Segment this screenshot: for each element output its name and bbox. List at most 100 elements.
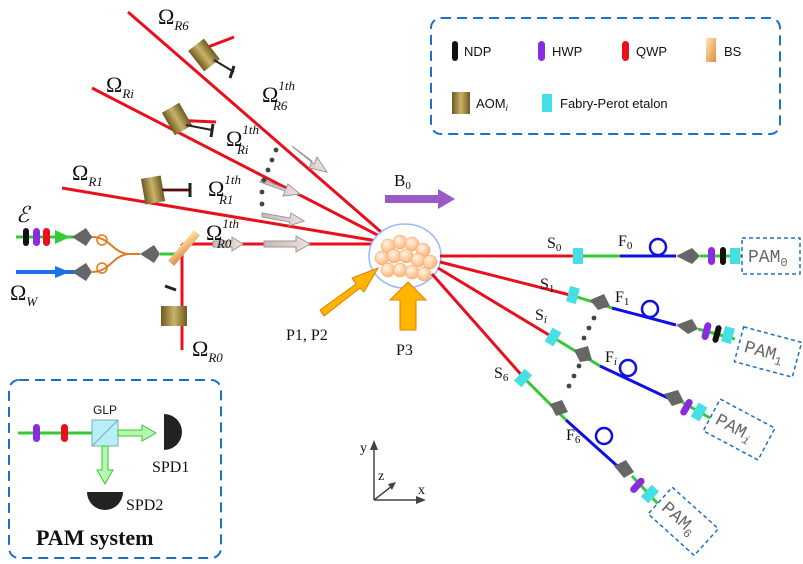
etalon-out-i	[690, 402, 708, 422]
output-beams	[430, 237, 742, 508]
omega-r6-1th-label: Ω1th R6	[262, 78, 295, 113]
pam-0-label: PAM0	[748, 248, 788, 270]
epsilon-ndp	[23, 228, 29, 246]
spd2-detector	[87, 492, 123, 510]
pam-0: PAM0	[741, 237, 801, 275]
legend-ndp: NDP	[452, 41, 491, 61]
collimator-out-0	[676, 248, 700, 264]
arrow-ri-1th	[259, 178, 302, 197]
etalon-s1	[566, 285, 580, 305]
x-axis-arrowhead	[416, 496, 426, 504]
legend-qwp-label: QWP	[636, 44, 667, 59]
omega-r6-1th-sym: Ω	[262, 82, 278, 107]
f6-sub: 6	[575, 434, 581, 446]
aom-icon	[452, 92, 470, 114]
aom-r6-stop	[228, 65, 236, 79]
beam-labels: ΩR6 ΩRi ΩR1 ΩR0 Ω1th R6 Ω1th Ri Ω1th R1 Ω1t…	[10, 4, 295, 365]
omega-r6-1th-sup: 1th	[278, 78, 295, 93]
etalon-si	[544, 327, 562, 347]
dot	[566, 383, 572, 389]
fi-text: F	[605, 349, 614, 366]
beam-ellipsis	[259, 147, 279, 207]
aom-r0-stop	[164, 284, 177, 292]
omega-r0-1th-sup: 1th	[222, 216, 239, 231]
dot	[265, 167, 271, 173]
atom	[416, 266, 432, 282]
p12-label: P1, P2	[286, 327, 328, 344]
omega-ri-1th-sym: Ω	[226, 126, 242, 151]
collimator-omega-w	[72, 263, 92, 281]
fiber-loop-6	[594, 426, 614, 446]
epsilon-hwp	[33, 228, 40, 246]
legend-border	[430, 17, 781, 135]
s0-label: S0	[547, 235, 562, 254]
omega-r1-1th-label: Ω1th R1	[208, 172, 241, 207]
atom	[392, 262, 408, 278]
pam-0-sub: 0	[780, 256, 787, 270]
etalon-out-6	[640, 484, 660, 504]
f1-text: F	[615, 289, 624, 306]
dot	[591, 315, 597, 321]
beam-ri	[91, 86, 396, 246]
f0-sub: 0	[627, 240, 633, 252]
omega-r6-1th-sub: R6	[272, 98, 288, 113]
omega-r1-1th-sym: Ω	[208, 176, 224, 201]
b0-label: B0	[394, 171, 411, 192]
legend-aom-label-sub: i	[506, 103, 509, 113]
pam-i-box	[702, 398, 776, 461]
f0-label: F0	[618, 233, 633, 252]
dot	[273, 147, 279, 153]
s6-text: S	[494, 365, 503, 382]
x-axis-label: x	[418, 483, 425, 498]
omega-r0-sub: R0	[207, 350, 223, 365]
omega-w-sub: W	[26, 294, 38, 309]
aom-r6	[188, 38, 220, 72]
collimator-out-i	[664, 390, 684, 406]
dot	[586, 325, 592, 331]
collimator-mid-6	[550, 400, 568, 416]
hwp-icon	[538, 41, 545, 61]
aom-ri-block-line	[185, 124, 213, 131]
fiber-loop-upper	[96, 234, 108, 246]
legend-bs: BS	[706, 38, 742, 62]
arrow-r1-1th	[261, 212, 306, 227]
atom	[392, 234, 408, 250]
spd2-label: SPD2	[126, 497, 163, 514]
omega-r1-1th-sup: 1th	[224, 172, 241, 187]
beam-r6	[127, 10, 396, 246]
legend-hwp-label: HWP	[552, 44, 582, 59]
z-axis-label: z	[378, 469, 384, 484]
collimator-output	[140, 245, 160, 263]
coordinate-axes: y x z	[360, 440, 426, 504]
collimator-mid-i	[574, 346, 592, 362]
input-coupler	[16, 228, 200, 281]
bs-icon	[706, 38, 716, 62]
omega-w-label: ΩW	[10, 280, 38, 309]
omega-w-sym: Ω	[10, 280, 26, 305]
fiber-loop-i	[618, 358, 638, 378]
b0-arrow	[385, 189, 455, 209]
etalon-icon	[542, 94, 552, 112]
pam-6: PAM6	[647, 486, 720, 557]
f0-text: F	[618, 233, 627, 250]
dot	[581, 335, 587, 341]
hwp-out-1	[701, 322, 712, 340]
legend-bs-label: BS	[724, 44, 742, 59]
omega-r1-label: ΩR1	[72, 160, 103, 189]
output-blue-1	[611, 306, 677, 327]
b0-sub: 0	[405, 180, 411, 192]
fiber-coupler	[91, 236, 129, 273]
ndp-icon	[452, 41, 458, 61]
pam-arrow-down	[96, 445, 114, 486]
omega-r0-1th-sym: Ω	[206, 220, 222, 245]
pam-0-text: PAM	[748, 248, 780, 268]
aom-ri-stop	[209, 123, 215, 138]
arrow-r0-1th	[263, 235, 312, 253]
omega-r0-1th-sub: R0	[216, 236, 232, 251]
pam-detectors: PAM0 PAM1 PAMi PAM6	[647, 237, 803, 557]
atom	[422, 254, 438, 270]
b0-text: B	[394, 171, 405, 190]
aom-r6-block-line	[213, 59, 235, 73]
omega-r6-sym: Ω	[158, 4, 174, 29]
